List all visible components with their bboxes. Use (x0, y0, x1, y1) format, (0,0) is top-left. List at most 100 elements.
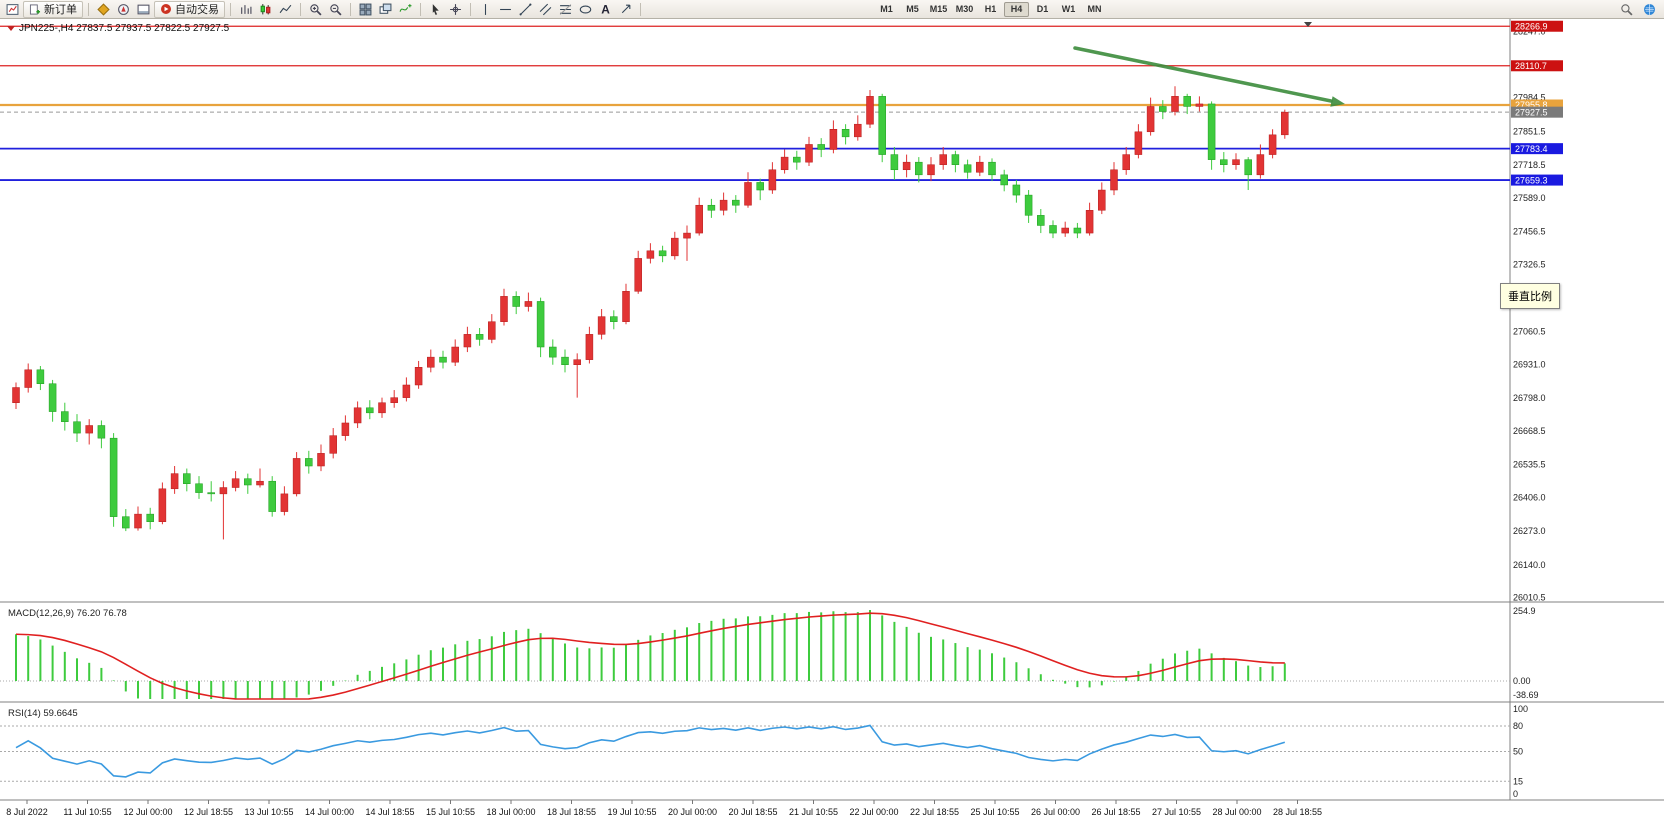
cascade-windows-icon (379, 3, 392, 14)
line-chart-button[interactable] (276, 1, 295, 18)
zoom-in-button[interactable] (306, 1, 325, 18)
zoom-in-icon (310, 3, 322, 16)
toolbar-separator (420, 2, 421, 16)
svg-text:26798.0: 26798.0 (1513, 393, 1546, 403)
line-chart-icon (279, 4, 292, 13)
navigator-button[interactable] (114, 1, 133, 18)
svg-text:26273.0: 26273.0 (1513, 526, 1546, 536)
timeframe-button-h1[interactable]: H1 (978, 2, 1003, 17)
indicators-button[interactable] (396, 1, 415, 18)
svg-text:26 Jul 18:55: 26 Jul 18:55 (1091, 807, 1140, 817)
shapes-icon (579, 4, 592, 14)
horizontal-line-objects[interactable] (0, 25, 1510, 181)
toolbar-right-group (1617, 1, 1661, 18)
trend-arrow-annotation[interactable] (1073, 46, 1345, 107)
fibonacci-icon (559, 3, 572, 15)
svg-text:100: 100 (1513, 704, 1528, 714)
svg-text:27718.5: 27718.5 (1513, 160, 1546, 170)
arrow-tool-button[interactable] (616, 1, 635, 18)
svg-text:12 Jul 18:55: 12 Jul 18:55 (184, 807, 233, 817)
toolbar-separator (230, 2, 231, 16)
svg-text:27659.3: 27659.3 (1515, 175, 1548, 185)
trendline-button[interactable] (516, 1, 535, 18)
svg-text:12 Jul 00:00: 12 Jul 00:00 (123, 807, 172, 817)
svg-text:15 Jul 10:55: 15 Jul 10:55 (426, 807, 475, 817)
horizontal-line-icon (500, 8, 511, 10)
price-badge (1511, 106, 1563, 118)
cursor-icon (432, 3, 439, 15)
svg-text:27589.0: 27589.0 (1513, 193, 1546, 203)
cascade-windows-button[interactable] (376, 1, 395, 18)
timeframe-group: M1 M5 M15 M30 H1 H4 D1 W1 MN (874, 1, 1107, 17)
timeframe-button-h4[interactable]: H4 (1004, 1, 1029, 17)
svg-text:19 Jul 10:55: 19 Jul 10:55 (607, 807, 656, 817)
market-watch-icon (97, 2, 110, 16)
rsi-panel: RSI(14) 59.6645 100 80 50 15 0 (0, 704, 1528, 799)
svg-text:MACD(12,26,9) 76.20 76.78: MACD(12,26,9) 76.20 76.78 (8, 608, 127, 619)
svg-text:20 Jul 00:00: 20 Jul 00:00 (668, 807, 717, 817)
arrow-tool-icon (621, 4, 631, 13)
terminal-button[interactable] (134, 1, 153, 18)
cursor-button[interactable] (426, 1, 445, 18)
terminal-icon (137, 4, 150, 14)
svg-text:11 Jul 10:55: 11 Jul 10:55 (63, 807, 111, 817)
price-axis[interactable]: 28247.027984.527851.527718.527589.027456… (1511, 20, 1563, 603)
channel-button[interactable] (536, 1, 555, 18)
crosshair-button[interactable] (446, 1, 465, 18)
toolbar-separator (640, 2, 641, 16)
svg-text:RSI(14) 59.6645: RSI(14) 59.6645 (8, 708, 78, 719)
chart-canvas[interactable]: JPN225-,H4 27837.5 27937.5 27822.5 27927… (0, 19, 1664, 836)
timeframe-button-m5[interactable]: M5 (900, 2, 925, 17)
svg-text:-38.69: -38.69 (1513, 690, 1539, 700)
text-tool-button[interactable]: A (596, 1, 615, 18)
svg-text:A: A (601, 3, 610, 16)
community-button[interactable] (1640, 1, 1659, 18)
chart-shift-marker[interactable] (1304, 22, 1312, 27)
navigator-icon (118, 3, 129, 15)
svg-text:22 Jul 18:55: 22 Jul 18:55 (910, 807, 959, 817)
horizontal-line-button[interactable] (496, 1, 515, 18)
candlestick-button[interactable] (256, 1, 275, 18)
svg-text:13 Jul 10:55: 13 Jul 10:55 (244, 807, 293, 817)
bar-chart-icon (241, 4, 252, 14)
shapes-button[interactable] (576, 1, 595, 18)
toolbar-separator (350, 2, 351, 16)
svg-text:254.9: 254.9 (1513, 606, 1536, 616)
svg-text:JPN225-,H4 27837.5 27937.5 27: JPN225-,H4 27837.5 27937.5 27822.5 27927… (19, 23, 230, 34)
auto-trading-button[interactable]: 自动交易 (154, 0, 225, 18)
svg-text:28 Jul 00:00: 28 Jul 00:00 (1212, 807, 1261, 817)
toolbar-separator (300, 2, 301, 16)
svg-text:26668.5: 26668.5 (1513, 426, 1546, 436)
new-order-label: 新订单 (44, 4, 77, 16)
svg-text:27851.5: 27851.5 (1513, 126, 1546, 136)
community-icon (1644, 3, 1655, 15)
one-click-trading-icon[interactable] (7, 26, 15, 31)
new-order-button[interactable]: 新订单 (23, 0, 83, 18)
time-axis[interactable]: 8 Jul 2022 11 Jul 10:55 12 Jul 00:00 12 Jul… (6, 800, 1322, 817)
bar-chart-button[interactable] (236, 1, 255, 18)
market-watch-button[interactable] (94, 1, 113, 18)
search-button[interactable] (1617, 1, 1636, 18)
price-badge (1511, 174, 1563, 186)
timeframe-button-mn[interactable]: MN (1082, 2, 1107, 17)
tile-windows-button[interactable] (356, 1, 375, 18)
svg-text:28 Jul 18:55: 28 Jul 18:55 (1273, 807, 1322, 817)
timeframe-button-d1[interactable]: D1 (1030, 2, 1055, 17)
timeframe-button-w1[interactable]: W1 (1056, 2, 1081, 17)
zoom-out-button[interactable] (326, 1, 345, 18)
main-toolbar: 新订单 自动交易 (0, 0, 1664, 19)
svg-text:8 Jul 2022: 8 Jul 2022 (6, 807, 48, 817)
svg-text:27955.8: 27955.8 (1515, 100, 1548, 110)
chart-app-button[interactable] (3, 1, 22, 18)
timeframe-button-m1[interactable]: M1 (874, 2, 899, 17)
fibonacci-button[interactable] (556, 1, 575, 18)
symbol-ohlc-caption: JPN225-,H4 27837.5 27937.5 27822.5 27927… (7, 23, 230, 34)
timeframe-button-m30[interactable]: M30 (952, 2, 977, 17)
svg-text:20 Jul 18:55: 20 Jul 18:55 (728, 807, 777, 817)
vertical-line-button[interactable] (476, 1, 495, 18)
macd-panel: MACD(12,26,9) 76.20 76.78 254.9 0.00 -38.69 (0, 606, 1539, 700)
svg-text:26010.5: 26010.5 (1513, 593, 1546, 603)
svg-text:27326.5: 27326.5 (1513, 259, 1546, 269)
timeframe-button-m15[interactable]: M15 (926, 2, 951, 17)
